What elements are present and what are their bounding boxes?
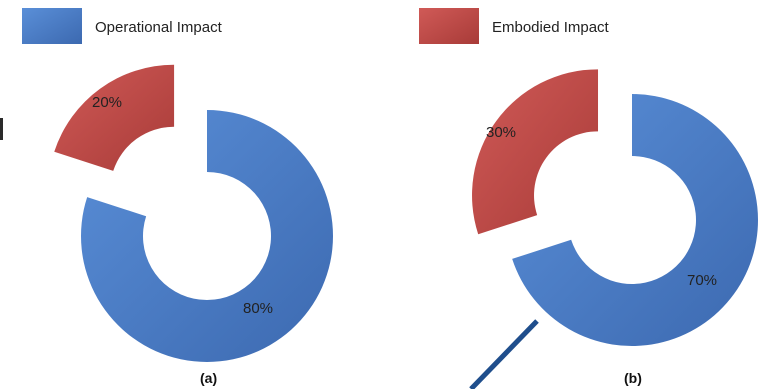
legend-item-operational: Operational Impact <box>22 8 223 44</box>
slice-a-embodied-label: 20% <box>92 94 122 111</box>
slice-a-operational-label: 80% <box>243 300 273 317</box>
slice-b-operational-label: 70% <box>687 272 717 289</box>
donut-b: 30% 70% (b) <box>472 69 758 386</box>
legend-swatch-operational <box>22 8 82 44</box>
pointer-line <box>469 319 539 389</box>
slice-b-operational <box>512 94 758 346</box>
divider-mark <box>0 118 3 140</box>
caption-b: (b) <box>624 370 642 386</box>
legend-label-operational: Operational Impact <box>95 19 223 36</box>
legend: Operational Impact Embodied Impact <box>22 8 610 44</box>
slice-a-embodied <box>54 64 175 171</box>
slice-b-embodied <box>472 69 599 235</box>
caption-a: (a) <box>200 370 217 386</box>
legend-label-embodied: Embodied Impact <box>492 19 610 36</box>
slice-b-embodied-label: 30% <box>486 124 516 141</box>
legend-swatch-embodied <box>419 8 479 44</box>
legend-item-embodied: Embodied Impact <box>419 8 610 44</box>
donut-a: 20% 80% (a) <box>54 64 334 386</box>
slice-a-operational <box>81 110 334 362</box>
